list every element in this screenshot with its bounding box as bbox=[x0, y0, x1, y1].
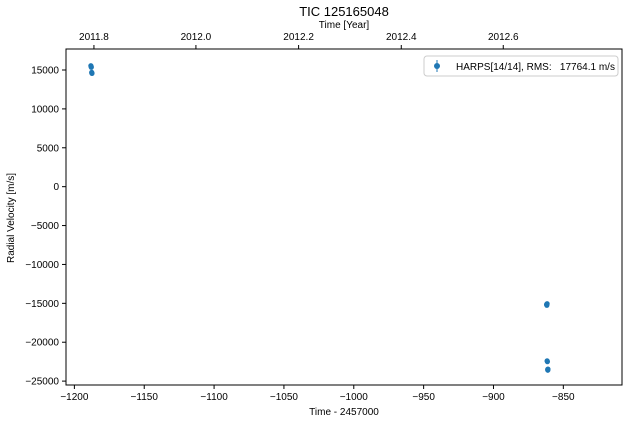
top-axis-label: Time [Year] bbox=[319, 20, 370, 31]
top-tick-label: 2012.0 bbox=[181, 32, 212, 43]
data-point bbox=[88, 64, 94, 70]
legend: HARPS[14/14], RMS: 17764.1 m/s bbox=[423, 55, 619, 77]
x-tick-label: −950 bbox=[412, 392, 435, 403]
top-tick-label: 2012.6 bbox=[488, 32, 519, 43]
y-tick-label: −10000 bbox=[25, 260, 59, 271]
chart-title: TIC 125165048 bbox=[299, 4, 389, 19]
x-axis-label: Time - 2457000 bbox=[309, 407, 379, 418]
x-axis-ticks: −1200 −1150 −1100 −1050 −1000 −950 −900 −850 bbox=[60, 385, 575, 403]
x-tick-label: −850 bbox=[552, 392, 575, 403]
x-tick-label: −1000 bbox=[340, 392, 369, 403]
y-tick-label: −15000 bbox=[25, 299, 59, 310]
y-tick-label: −25000 bbox=[25, 377, 59, 388]
x-tick-label: −1150 bbox=[131, 392, 159, 403]
y-tick-label: 15000 bbox=[31, 66, 59, 77]
legend-box bbox=[423, 55, 619, 77]
y-axis-label: Radial Velocity [m/s] bbox=[6, 173, 17, 263]
top-tick-label: 2012.2 bbox=[283, 32, 314, 43]
y-tick-label: 10000 bbox=[31, 104, 59, 115]
y-tick-label: 0 bbox=[53, 182, 59, 193]
y-tick-label: −5000 bbox=[31, 221, 60, 232]
y-tick-label: −20000 bbox=[25, 338, 59, 349]
top-tick-label: 2011.8 bbox=[79, 32, 109, 43]
x-tick-label: −1100 bbox=[200, 392, 228, 403]
legend-label: HARPS[14/14], RMS: 17764.1 m/s bbox=[456, 62, 615, 73]
data-point bbox=[544, 301, 550, 307]
top-axis-ticks: 2011.8 2012.0 2012.2 2012.4 2012.6 bbox=[79, 32, 519, 49]
data-point bbox=[544, 359, 551, 365]
data-point bbox=[545, 366, 551, 372]
plot-frame bbox=[65, 48, 623, 386]
legend-marker bbox=[434, 63, 440, 69]
x-tick-label: −1200 bbox=[60, 392, 89, 403]
data-point bbox=[89, 70, 95, 77]
y-axis-ticks: 15000 10000 5000 0 −5000 −10000 −15000 −20000 −2… bbox=[25, 66, 66, 388]
top-tick-label: 2012.4 bbox=[386, 32, 417, 43]
x-tick-label: −900 bbox=[482, 392, 505, 403]
data-points bbox=[88, 63, 551, 373]
x-tick-label: −1050 bbox=[270, 392, 299, 403]
y-tick-label: 5000 bbox=[37, 143, 60, 154]
